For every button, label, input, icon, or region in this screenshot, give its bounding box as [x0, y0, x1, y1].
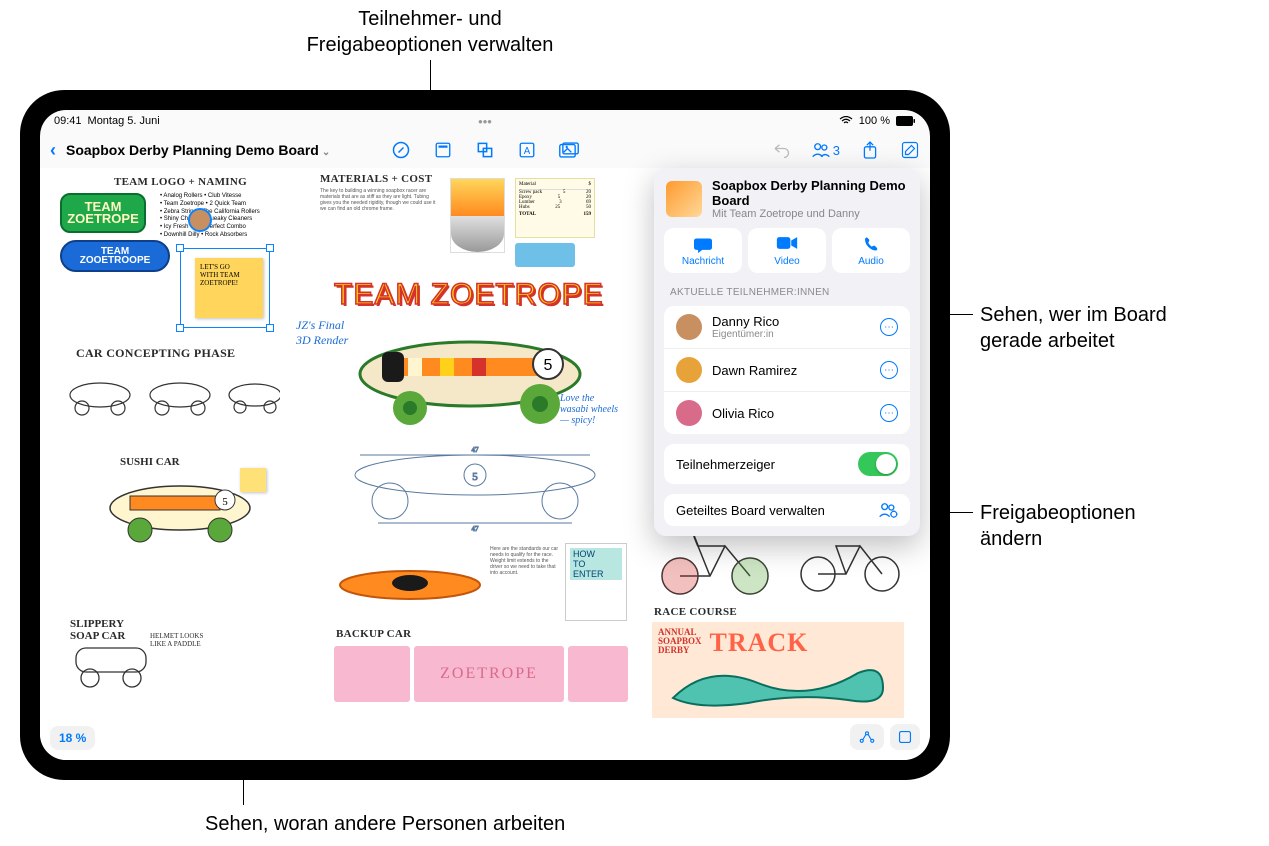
collaborator-cursor-avatar [188, 208, 212, 232]
spec-text: Here are the standards our car needs to … [490, 546, 560, 616]
status-bar: 09:41 Montag 5. Juni ••• 100 % [40, 110, 930, 132]
logo-green: TEAM ZOETROPE [60, 193, 146, 233]
app-toolbar: ‹ Soapbox Derby Planning Demo Board⌄ A 3 [40, 132, 930, 168]
participant-name: Olivia Rico [712, 406, 870, 421]
board-title[interactable]: Soapbox Derby Planning Demo Board⌄ [66, 142, 330, 158]
toolbar-center-tools: A [391, 140, 579, 160]
svg-text:A: A [524, 146, 531, 157]
helmet-note: HELMET LOOKS LIKE A PADDLE [150, 632, 203, 648]
wasabi-note: Love the wasabi wheels — spicy! [560, 393, 618, 426]
bottom-tools [850, 724, 920, 750]
manage-row: Geteiltes Board verwalten [664, 494, 910, 526]
participant-row[interactable]: Danny Rico Eigentümer:in ⋯ [664, 306, 910, 349]
video-button[interactable]: Video [748, 228, 826, 273]
shapes-tool-icon[interactable] [475, 140, 495, 160]
zoom-level[interactable]: 18 % [50, 726, 95, 750]
ipad-device-frame: 09:41 Montag 5. Juni ••• 100 % ‹ Soapbox… [20, 90, 950, 780]
backup-photo [334, 646, 410, 702]
naming-list: • Analog Rollers • Club Vitesse • Team Z… [160, 193, 278, 240]
more-icon[interactable]: ⋯ [880, 318, 898, 336]
people-settings-icon [878, 502, 898, 518]
svg-text:5: 5 [222, 496, 228, 508]
callout-line [430, 60, 431, 90]
share-icon[interactable] [860, 140, 880, 160]
cost-table: Material$ Screw pack520 Epoxy520 Lumber3… [515, 178, 595, 238]
battery-percent: 100 % [859, 115, 890, 127]
more-icon[interactable]: ⋯ [880, 404, 898, 422]
phone-icon [836, 236, 906, 254]
back-button[interactable]: ‹ [50, 140, 56, 161]
new-board-icon[interactable] [900, 140, 920, 160]
message-icon [668, 236, 738, 254]
sticky-note[interactable]: LET'S GO WITH TEAM ZOETROPE! [195, 258, 263, 318]
section-heading: CAR CONCEPTING PHASE [76, 346, 235, 361]
callout-top: Teilnehmer- und Freigabeoptionen verwalt… [265, 6, 595, 58]
more-icon[interactable]: ⋯ [880, 361, 898, 379]
participant-name: Danny Rico [712, 314, 870, 329]
pen-tool-icon[interactable] [391, 140, 411, 160]
manage-shared-board[interactable]: Geteiltes Board verwalten [664, 494, 910, 526]
participant-name: Dawn Ramirez [712, 363, 870, 378]
sushi-label: SUSHI CAR [120, 456, 180, 468]
svg-text:47: 47 [472, 525, 480, 533]
team-headline: TEAM ZOETROPE [334, 278, 604, 312]
people-icon [811, 142, 831, 158]
avatar [676, 357, 702, 383]
status-date: Montag 5. Juni [88, 115, 160, 127]
small-sticky[interactable] [240, 468, 266, 492]
svg-text:47: 47 [472, 446, 480, 454]
callout-bottom: Sehen, woran andere Personen arbeiten [205, 811, 565, 837]
svg-text:5: 5 [544, 357, 553, 374]
collaborators-button[interactable]: 3 [811, 142, 840, 158]
participant-row[interactable]: Dawn Ramirez ⋯ [664, 349, 910, 392]
cursor-toggle[interactable] [858, 452, 898, 476]
concept-sketch-row [60, 360, 280, 430]
sticky-tool-icon[interactable] [433, 140, 453, 160]
avatar [676, 400, 702, 426]
participant-role: Eigentümer:in [712, 329, 870, 340]
participants-heading: AKTUELLE TEILNEHMER:INNEN [654, 283, 920, 302]
cursor-toggle-row: Teilnehmerzeiger [664, 444, 910, 484]
message-button[interactable]: Nachricht [664, 228, 742, 273]
materials-image [450, 178, 505, 253]
track-poster: ANNUAL SOAPBOX DERBY TRACK [652, 622, 904, 718]
board-thumbnail [666, 181, 702, 217]
participant-row[interactable]: Olivia Rico ⋯ [664, 392, 910, 434]
kayak-sketch [335, 563, 485, 608]
avatar [676, 314, 702, 340]
blueprint: 5 47 47 [330, 443, 620, 533]
chevron-down-icon: ⌄ [322, 147, 330, 158]
howto-card: HOW TO ENTER [565, 543, 627, 621]
popover-title: Soapbox Derby Planning Demo Board [712, 178, 908, 208]
materials-text: The key to building a winning soapbox ra… [320, 188, 440, 248]
battery-icon [896, 116, 916, 126]
svg-text:5: 5 [472, 471, 478, 483]
popover-subtitle: Mit Team Zoetrope und Danny [712, 208, 908, 220]
toggle-label: Teilnehmerzeiger [676, 457, 848, 472]
media-tool-icon[interactable] [559, 140, 579, 160]
backup-photo [568, 646, 628, 702]
text-tool-icon[interactable]: A [517, 140, 537, 160]
undo-icon[interactable] [771, 140, 791, 160]
backup-photo: ZOETROPE [414, 646, 564, 702]
collaboration-popover: Soapbox Derby Planning Demo Board Mit Te… [654, 168, 920, 536]
section-heading: MATERIALS + COST [320, 173, 432, 185]
status-time: 09:41 [54, 115, 82, 127]
audio-button[interactable]: Audio [832, 228, 910, 273]
navigator-icon[interactable] [850, 724, 884, 750]
callout-right2: Freigabeoptionen ändern [980, 500, 1136, 552]
section-heading: TEAM LOGO + NAMING [114, 176, 247, 188]
participants-list: Danny Rico Eigentümer:in ⋯ Dawn Ramirez … [664, 306, 910, 434]
video-icon [752, 236, 822, 254]
wifi-icon [839, 116, 853, 126]
section-heading: RACE COURSE [654, 606, 737, 618]
logo-blue: TEAM ZOOETROOPE [60, 240, 170, 272]
screen: 09:41 Montag 5. Juni ••• 100 % ‹ Soapbox… [40, 110, 930, 760]
section-heading: BACKUP CAR [336, 628, 411, 640]
fit-icon[interactable] [890, 724, 920, 750]
receipt-thumb [515, 243, 575, 267]
callout-right1: Sehen, wer im Board gerade arbeitet [980, 302, 1167, 354]
